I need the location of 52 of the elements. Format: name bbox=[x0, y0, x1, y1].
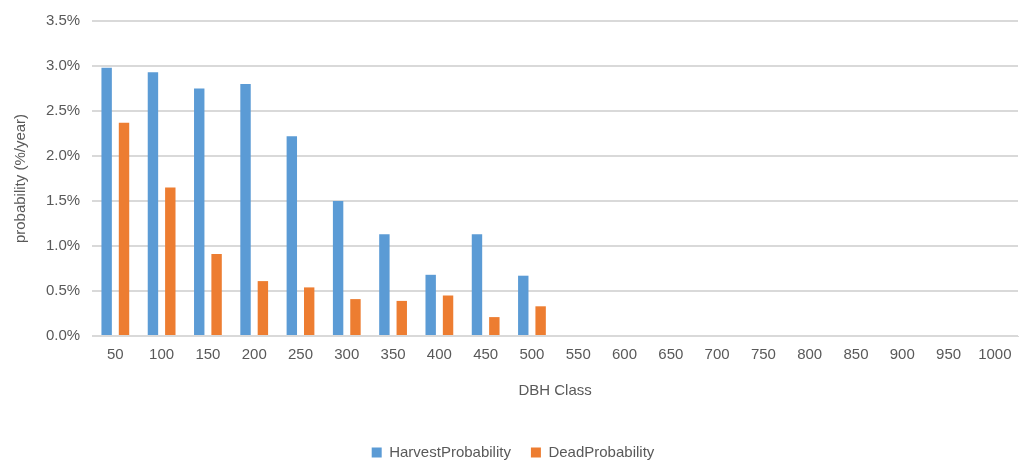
bar bbox=[535, 306, 546, 335]
y-tick-label: 1.5% bbox=[45, 191, 81, 209]
bar bbox=[442, 295, 454, 335]
x-tick-label: 650 bbox=[658, 345, 684, 363]
bar bbox=[379, 234, 390, 335]
x-axis-title: DBH Class bbox=[518, 381, 592, 399]
x-tick-label: 150 bbox=[195, 345, 221, 363]
y-tick-label: 3.5% bbox=[45, 11, 81, 29]
x-tick-label: 450 bbox=[473, 345, 499, 363]
bar bbox=[147, 72, 159, 335]
x-tick-label: 400 bbox=[426, 345, 452, 363]
x-tick-label: 950 bbox=[936, 345, 962, 363]
bar bbox=[165, 187, 176, 335]
bar bbox=[101, 67, 112, 335]
y-tick-label: 2.0% bbox=[45, 146, 81, 164]
x-tick-label: 550 bbox=[565, 345, 591, 363]
bar bbox=[396, 300, 407, 335]
x-tick-label: 250 bbox=[287, 345, 314, 363]
x-tick-label: 700 bbox=[704, 345, 730, 363]
bar bbox=[471, 234, 483, 335]
bar bbox=[489, 317, 500, 335]
bar bbox=[257, 281, 269, 335]
x-tick-label: 500 bbox=[519, 345, 545, 363]
legend-label: DeadProbability bbox=[548, 442, 655, 460]
x-tick-label: 750 bbox=[750, 345, 776, 363]
x-tick-label: 50 bbox=[106, 345, 124, 363]
x-tick-label: 900 bbox=[889, 345, 915, 363]
bar bbox=[118, 122, 130, 335]
y-tick-label: 3.0% bbox=[45, 56, 81, 74]
y-tick-label: 1.0% bbox=[45, 236, 81, 254]
bar bbox=[518, 275, 529, 335]
y-tick-label: 0.0% bbox=[45, 326, 81, 344]
x-tick-label: 350 bbox=[380, 345, 406, 363]
legend-label: HarvestProbability bbox=[389, 442, 512, 460]
x-tick-label: 600 bbox=[612, 345, 638, 363]
bar bbox=[194, 88, 205, 335]
x-tick-label: 800 bbox=[797, 345, 823, 363]
bar bbox=[350, 299, 361, 335]
y-axis-title: probability (%/year) bbox=[11, 113, 29, 244]
bar bbox=[286, 136, 298, 335]
bar bbox=[240, 84, 251, 335]
x-tick-label: 100 bbox=[149, 345, 175, 363]
bar bbox=[332, 201, 344, 335]
y-tick-label: 2.5% bbox=[45, 101, 81, 119]
x-tick-label: 1000 bbox=[978, 345, 1012, 363]
x-tick-label: 300 bbox=[334, 345, 360, 363]
bar bbox=[211, 254, 222, 335]
bar bbox=[303, 287, 315, 335]
x-tick-label: 850 bbox=[843, 345, 869, 363]
x-tick-label: 200 bbox=[241, 345, 267, 363]
bar bbox=[425, 274, 436, 335]
y-tick-label: 0.5% bbox=[45, 281, 81, 299]
